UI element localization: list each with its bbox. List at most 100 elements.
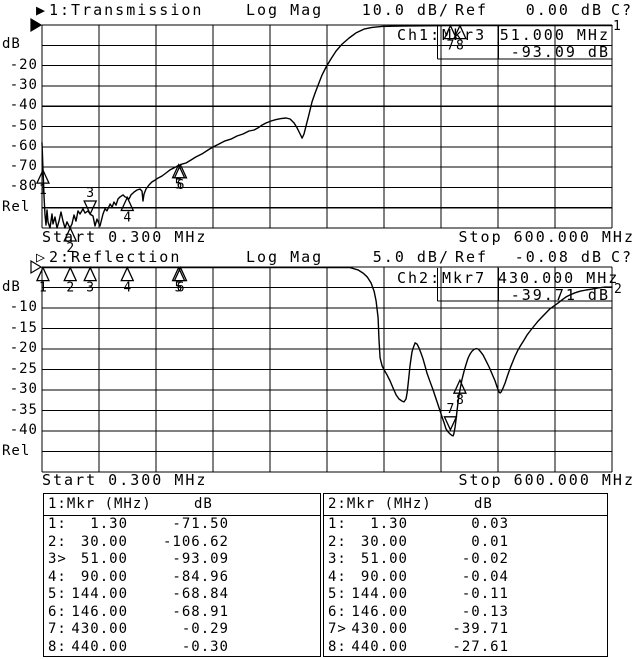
graph2-readout-box — [436, 268, 612, 302]
channel1-stop-freq: Stop 600.000 MHz — [458, 228, 635, 246]
marker-table-row: 6: 146.00 -68.91 — [44, 604, 320, 622]
marker-freq-cell: 90.00 — [80, 568, 128, 585]
channel1-ref-label: Ref — [455, 1, 489, 19]
marker-index-cell: 8: — [328, 638, 347, 655]
marker-table-row: 4: 90.00 -84.96 — [44, 569, 320, 587]
graph2-y-unit-label: dB — [2, 278, 21, 295]
marker-table-row: 2: 30.00 -106.62 — [44, 534, 320, 552]
marker-db-cell: -0.04 — [461, 568, 509, 585]
channel1-readout-channel: Ch1: — [397, 26, 442, 44]
marker-freq-cell: 51.00 — [360, 551, 408, 567]
marker-index-cell: 1: — [48, 516, 67, 532]
graph1-grid — [41, 24, 613, 229]
channel2-cal-status: C? — [611, 248, 634, 266]
marker-table-row: 7> 430.00 -39.71 — [324, 621, 607, 639]
channel2-readout-channel: Ch2: — [397, 269, 442, 287]
marker-db-cell: -27.61 — [452, 638, 509, 655]
marker-db-cell: -0.29 — [181, 621, 229, 637]
marker-freq-cell: 144.00 — [351, 586, 408, 602]
marker-freq-cell: 51.00 — [80, 551, 128, 567]
channel1-start-freq: Start 0.300 MHz — [42, 228, 208, 246]
graph1-y-tick-label: -80 — [9, 178, 38, 195]
marker-table-row: 5: 144.00 -0.11 — [324, 586, 607, 604]
marker-index-cell: 2: — [48, 533, 67, 550]
marker-freq-cell: 30.00 — [360, 533, 408, 550]
marker-freq-cell: 430.00 — [71, 621, 128, 637]
graph1-y-unit-label: dB — [2, 36, 21, 53]
marker-index-cell: 3: — [328, 551, 347, 567]
marker-index-cell: 5: — [328, 586, 347, 602]
marker-table-row: 4: 90.00 -0.04 — [324, 569, 607, 587]
graph1-y-tick-label: -40 — [9, 97, 38, 114]
channel2-format: Log Mag — [246, 248, 324, 266]
marker-table-ch1-header: 1:Mkr (MHz) dB — [44, 494, 320, 516]
marker-table-ch1-title: 1:Mkr (MHz) — [48, 496, 152, 512]
marker-table-row: 2: 30.00 0.01 — [324, 534, 607, 552]
trace2-polyline — [41, 266, 613, 437]
marker-table-row: 3: 51.00 -0.02 — [324, 551, 607, 569]
marker-db-cell: -39.71 — [452, 621, 509, 637]
marker-table-row: 7: 430.00 -0.29 — [44, 621, 320, 639]
marker-db-cell: -0.02 — [461, 551, 509, 567]
trace1-polyline — [41, 24, 613, 229]
channel1-ref-value: 0.00 dB — [525, 1, 603, 19]
marker-index-cell: 6: — [328, 603, 347, 620]
graph1-y-tick-label: -50 — [9, 117, 38, 134]
graph2-y-tick-label: -25 — [9, 360, 38, 377]
marker-index-cell: 7: — [48, 621, 67, 637]
graph1-y-tick-label: -70 — [9, 158, 38, 175]
channel1-format: Log Mag — [246, 1, 324, 19]
channel2-active-indicator-icon: ▷ — [36, 248, 48, 266]
marker-index-cell: 6: — [48, 603, 67, 620]
marker-db-cell: -68.84 — [172, 586, 229, 602]
marker-freq-cell: 1.30 — [90, 516, 128, 532]
marker-db-cell: -84.96 — [172, 568, 229, 585]
marker-freq-cell: 146.00 — [351, 603, 408, 620]
graph2-y-tick-label: -10 — [9, 299, 38, 315]
channel2-ref-label: Ref — [455, 248, 489, 266]
graph2-y-tick-label: -30 — [9, 381, 38, 397]
channel1-cal-status: C? — [611, 1, 634, 19]
channel1-title: 1:Transmission — [49, 1, 204, 19]
marker-index-cell: 5: — [48, 586, 67, 602]
marker-freq-cell: 144.00 — [71, 586, 128, 602]
graph1-ref-pointer-icon — [30, 17, 43, 33]
marker-db-cell: -106.62 — [162, 533, 229, 550]
marker-table-ch2-unit: dB — [474, 496, 493, 512]
marker-index-cell: 3> — [48, 551, 67, 567]
marker-table-ch1-body: 1: 1.30 -71.50 2: 30.00 -106.62 3> 51.00 -93.09 4… — [44, 516, 320, 656]
marker-freq-cell: 430.00 — [351, 621, 408, 637]
marker-db-cell: -0.30 — [181, 638, 229, 655]
marker-db-cell: -0.11 — [461, 586, 509, 602]
channel2-start-freq: Start 0.300 MHz — [42, 471, 208, 489]
marker-freq-cell: 440.00 — [71, 638, 128, 655]
marker-table-ch1-unit: dB — [194, 496, 213, 512]
marker-table-ch2-header: 2:Mkr (MHz) dB — [324, 494, 607, 516]
marker-table-row: 8: 440.00 -0.30 — [44, 639, 320, 657]
graph2-y-tick-label: -15 — [9, 319, 38, 336]
marker-index-cell: 7> — [328, 621, 347, 637]
marker-table-ch2-title: 2:Mkr (MHz) — [328, 496, 432, 512]
graph2-y-tick-label: -35 — [9, 401, 38, 418]
channel2-title: 2:Reflection — [49, 248, 182, 266]
trace1-number-label: 1 — [613, 19, 621, 34]
marker-table-row: 3> 51.00 -93.09 — [44, 551, 320, 569]
marker-freq-cell: 146.00 — [71, 603, 128, 620]
channel2-scale: 5.0 dB/ — [372, 248, 450, 266]
channel1-readout-freq: 51.000 MHz — [499, 26, 610, 44]
marker-db-cell: 0.03 — [471, 516, 509, 532]
graph1-y-tick-label: -30 — [9, 76, 38, 93]
marker-db-cell: -0.13 — [461, 603, 509, 620]
marker-index-cell: 4: — [48, 568, 67, 585]
channel2-readout-marker: Mkr7 — [442, 269, 487, 287]
trace2-number-label: 2 — [614, 282, 622, 297]
marker-index-cell: 1: — [328, 516, 347, 532]
channel1-scale: 10.0 dB/ — [361, 1, 450, 19]
marker-table-row: 5: 144.00 -68.84 — [44, 586, 320, 604]
marker-freq-cell: 30.00 — [80, 533, 128, 550]
graph1-y-tick-label: -20 — [9, 56, 38, 73]
marker-table-ch2: 2:Mkr (MHz) dB 1: 1.30 0.03 2: 30.00 0.01 3: 51… — [323, 493, 608, 657]
marker-db-cell: -71.50 — [172, 516, 229, 532]
channel1-readout-value: -93.09 dB — [510, 43, 610, 61]
